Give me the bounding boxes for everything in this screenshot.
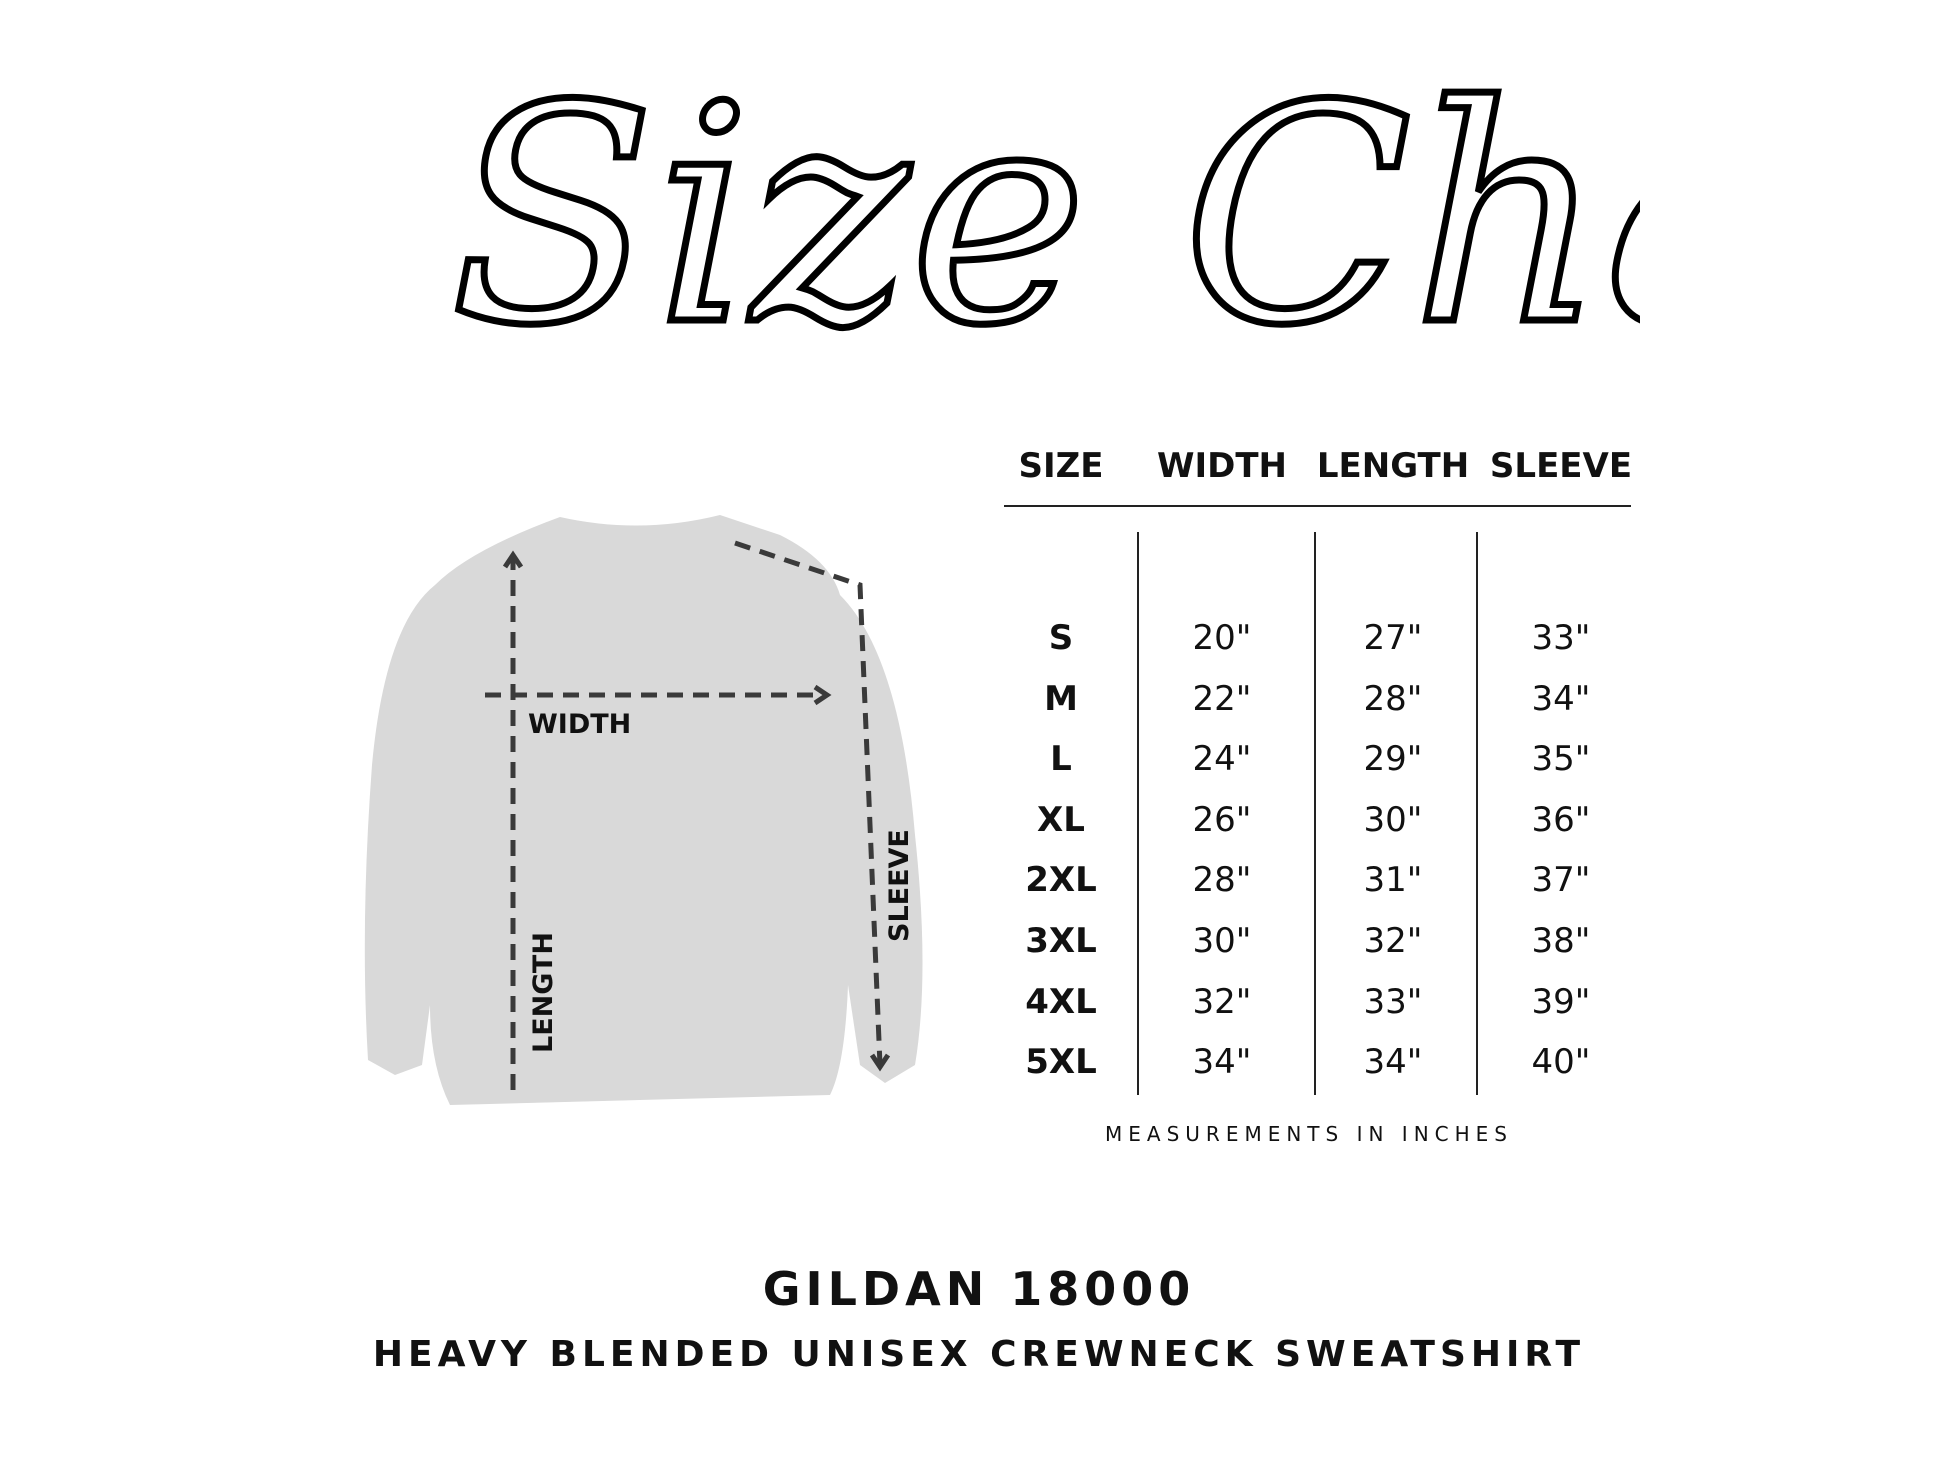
- table-cell: 26": [1192, 799, 1252, 840]
- product-description: HEAVY BLENDED UNISEX CREWNECK SWEATSHIRT: [372, 1334, 1586, 1375]
- sleeve-arrowhead: [869, 1053, 891, 1072]
- table-cell: 29": [1363, 739, 1423, 780]
- table-cell: 22": [1192, 678, 1252, 719]
- size-label: L: [1050, 739, 1072, 780]
- size-label: 4XL: [1025, 981, 1097, 1022]
- size-label: M: [1044, 678, 1078, 719]
- table-cell: 28": [1363, 678, 1423, 719]
- measurement-note: MEASUREMENTS IN INCHES: [1105, 1122, 1513, 1146]
- length-arrowhead: [502, 550, 524, 569]
- table-cell: 32": [1192, 981, 1252, 1022]
- sweatshirt-diagram: WIDTH LENGTH SLEEVE: [364, 515, 923, 1105]
- column-divider: [1476, 532, 1478, 1095]
- table-cell: 30": [1192, 921, 1252, 961]
- size-label: 2XL: [1025, 860, 1097, 901]
- size-chart-title: Size Chart: [447, 39, 1641, 395]
- column-divider: [1314, 532, 1316, 1095]
- table-cell: 24": [1192, 739, 1252, 780]
- column-header-length: LENGTH: [1316, 446, 1470, 486]
- table-cell: 31": [1363, 860, 1423, 901]
- size-label: 3XL: [1025, 921, 1097, 961]
- sweatshirt-shape: [364, 515, 923, 1105]
- width-arrowhead: [813, 684, 832, 706]
- table-cell: 34": [1531, 678, 1591, 719]
- header-divider: [1004, 505, 1631, 507]
- table-cell: 35": [1531, 739, 1591, 780]
- title-text: Size Chart: [450, 42, 1640, 391]
- column-header-width: WIDTH: [1156, 446, 1288, 486]
- column-header-sleeve: SLEEVE: [1489, 446, 1633, 486]
- table-cell: 32": [1363, 921, 1423, 961]
- table-cell: 37": [1531, 860, 1591, 901]
- table-cell: 33": [1531, 618, 1591, 658]
- size-label: XL: [1037, 799, 1085, 840]
- width-label: WIDTH: [528, 709, 631, 740]
- product-model: GILDAN 18000: [762, 1262, 1196, 1316]
- size-label: 5XL: [1025, 1042, 1097, 1083]
- table-cell: 34": [1363, 1042, 1423, 1083]
- table-cell: 28": [1192, 860, 1252, 901]
- table-cell: 34": [1192, 1042, 1252, 1083]
- table-cell: 40": [1531, 1042, 1591, 1083]
- table-cell: 38": [1531, 921, 1591, 961]
- sleeve-arrow: [734, 540, 883, 1066]
- table-cell: 39": [1531, 981, 1591, 1022]
- column-divider: [1137, 532, 1139, 1095]
- table-cell: 30": [1363, 799, 1423, 840]
- sleeve-label: SLEEVE: [884, 829, 915, 942]
- length-label: LENGTH: [528, 932, 559, 1053]
- table-cell: 36": [1531, 799, 1591, 840]
- table-cell: 27": [1363, 618, 1423, 658]
- table-cell: 33": [1363, 981, 1423, 1022]
- table-cell: 20": [1192, 618, 1252, 658]
- column-header-size: SIZE: [1018, 446, 1104, 486]
- size-label: S: [1048, 618, 1074, 658]
